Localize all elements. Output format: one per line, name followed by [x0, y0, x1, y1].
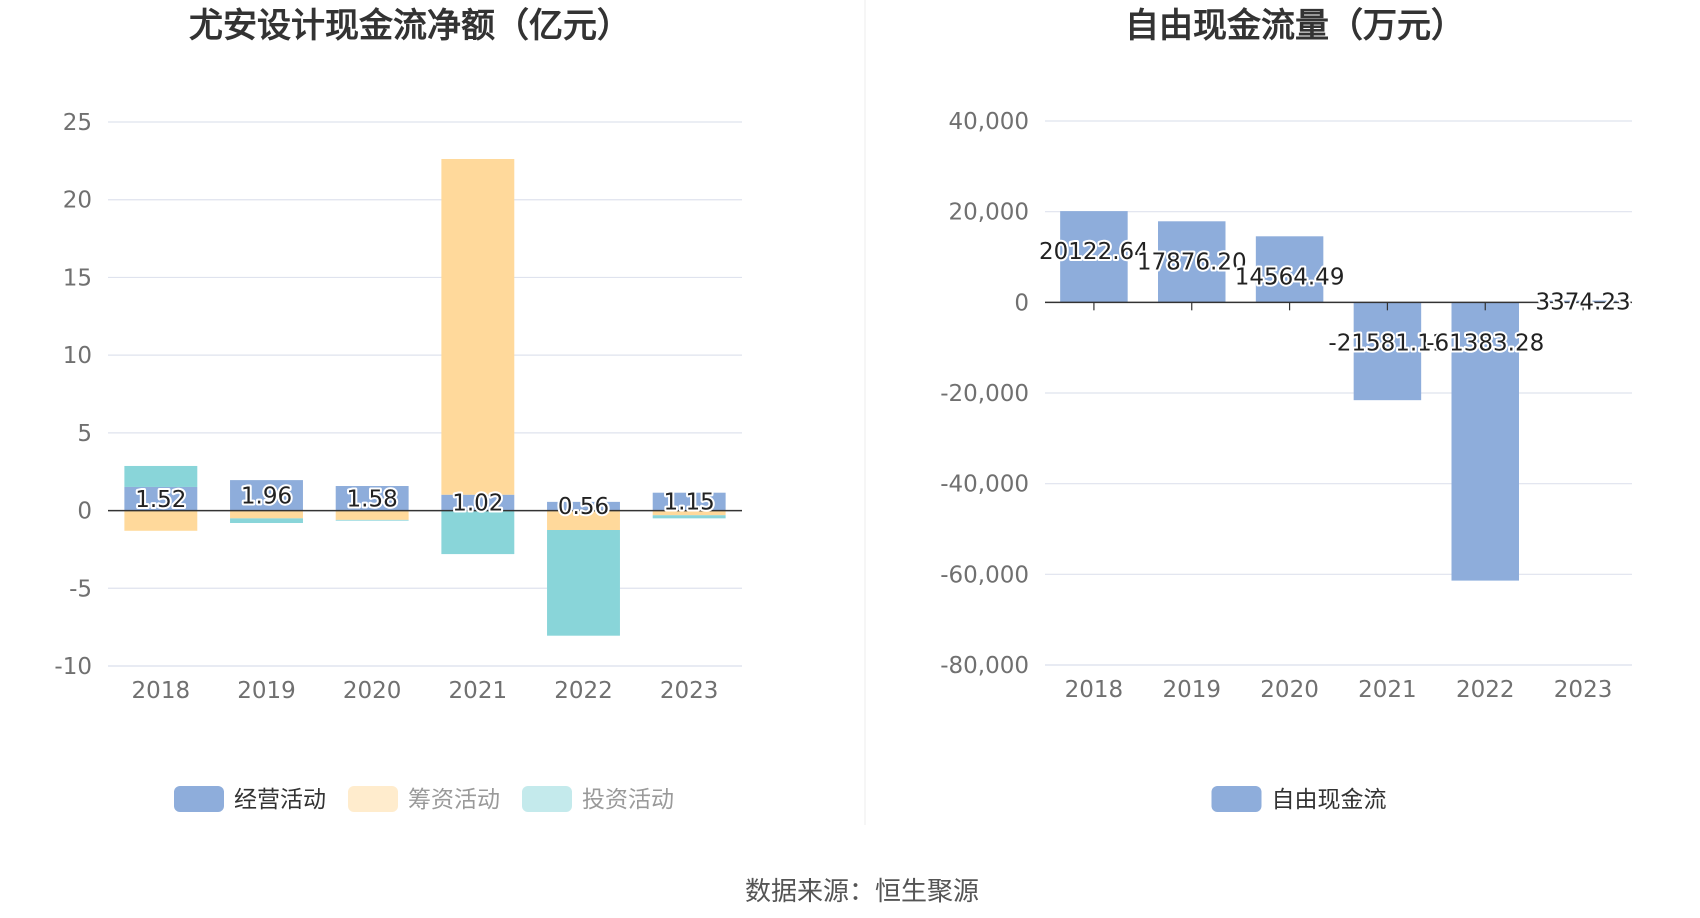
chart1-data-label: 1.58 — [347, 486, 398, 512]
chart2-x-tick-label: 2022 — [1456, 677, 1515, 703]
chart2-y-tick-label: -20,000 — [940, 381, 1029, 407]
chart1-bar-2021[interactable] — [441, 494, 515, 511]
chart1-bar-2019[interactable] — [230, 480, 303, 511]
chart2-bar-2023[interactable] — [1549, 300, 1617, 303]
chart1-legend-swatch[interactable] — [174, 786, 224, 812]
chart1-legend-item[interactable]: 投资活动 — [522, 786, 674, 813]
chart1-bar-2018[interactable] — [124, 486, 198, 511]
chart1-data-label: 1.15 — [664, 490, 715, 516]
chart1-y-tick-label: -10 — [54, 654, 92, 680]
chart1-x-tick-label: 2022 — [554, 678, 613, 704]
chart1-data-label: 1.52 — [135, 487, 186, 513]
chart2-data-label: 14564.49 — [1235, 264, 1345, 290]
chart1-legend-label[interactable]: 经营活动 — [234, 787, 326, 813]
chart2-x-tick-label: 2021 — [1358, 677, 1417, 703]
chart1-bar-2022[interactable] — [547, 501, 620, 511]
chart1-bar-2023[interactable] — [652, 515, 726, 519]
chart1-bar-2021[interactable] — [441, 510, 515, 555]
chart1-legend-label[interactable]: 投资活动 — [582, 787, 674, 813]
chart1-y-tick-label: 10 — [63, 343, 92, 369]
chart1-y-tick-label: 5 — [77, 421, 92, 447]
chart2-bar-2021[interactable] — [1353, 302, 1422, 401]
chart1-bar-2021[interactable] — [441, 158, 515, 495]
chart1-y-tick-label: 25 — [63, 110, 92, 136]
chart1-x-tick-label: 2019 — [237, 678, 296, 704]
chart2-bar-2020[interactable] — [1255, 236, 1324, 303]
chart2-bar-2018[interactable] — [1060, 211, 1128, 303]
chart1-legend-swatch[interactable] — [522, 786, 572, 812]
chart1-x-tick-label: 2018 — [132, 678, 191, 704]
chart1-legend-item[interactable]: 经营活动 — [174, 786, 326, 813]
chart1-y-tick-label: 15 — [63, 265, 92, 291]
chart2-y-tick-label: -60,000 — [940, 562, 1029, 588]
chart1-bar-2023[interactable] — [652, 492, 726, 511]
chart1-x-tick-label: 2020 — [343, 678, 402, 704]
chart1-bar-2020[interactable] — [335, 510, 409, 520]
chart1-x-tick-label: 2023 — [660, 678, 719, 704]
chart2-y-tick-label: -80,000 — [940, 653, 1029, 679]
chart2-data-label: 3374.23 — [1536, 289, 1631, 315]
chart1-data-label: 1.02 — [452, 491, 503, 517]
chart2-x-tick-label: 2020 — [1260, 677, 1319, 703]
chart2-legend-item[interactable]: 自由现金流 — [1211, 786, 1387, 813]
chart1-bar-2020[interactable] — [335, 486, 409, 511]
chart2-bar-2022[interactable] — [1451, 302, 1520, 581]
chart1-bar-2019[interactable] — [230, 510, 303, 519]
chart1-x-tick-label: 2021 — [449, 678, 508, 704]
chart1-bar-2019[interactable] — [230, 518, 303, 524]
chart1-y-tick-label: -5 — [69, 576, 92, 602]
chart2-data-label: 17876.20 — [1137, 249, 1247, 275]
chart2-x-tick-label: 2018 — [1065, 677, 1124, 703]
chart2-y-tick-label: 0 — [1014, 290, 1029, 316]
chart1-bar-2018[interactable] — [124, 465, 198, 487]
chart1-data-label: 1.96 — [241, 483, 292, 509]
chart2-data-label: -21581.11 — [1328, 330, 1446, 356]
chart1-data-label: 0.56 — [558, 494, 609, 520]
chart1-bar-2023[interactable] — [652, 510, 726, 516]
chart1-y-tick-label: 0 — [77, 499, 92, 525]
data-source: 数据来源：恒生聚源 — [745, 877, 979, 907]
chart2-y-tick-label: 40,000 — [949, 109, 1029, 135]
chart2-legend-label[interactable]: 自由现金流 — [1272, 787, 1387, 813]
chart2-data-label: -61383.28 — [1426, 330, 1544, 356]
chart1-title: 尤安设计现金流净额（亿元） — [189, 6, 631, 46]
chart1-bar-2022[interactable] — [547, 530, 620, 636]
chart1-legend-swatch[interactable] — [348, 786, 398, 812]
chart2-data-label: 20122.64 — [1039, 239, 1149, 265]
chart2-legend-swatch[interactable] — [1211, 786, 1262, 812]
chart1-plot: 25 20 15 10 5 0 -5 -10 2018 2019 2020 2021 2022 2023 1… — [54, 110, 742, 813]
chart2-y-tick-label: 20,000 — [949, 200, 1029, 226]
chart1-legend-item[interactable]: 筹资活动 — [348, 786, 500, 813]
chart2-x-tick-label: 2023 — [1554, 677, 1613, 703]
chart1-bar-2020[interactable] — [335, 519, 409, 521]
chart2-y-tick-label: -40,000 — [940, 472, 1029, 498]
chart1-y-tick-label: 20 — [63, 188, 92, 214]
chart2-plot: 40,000 20,000 0 -20,000 -40,000 -60,000 -80,00… — [940, 109, 1632, 813]
chart1-bar-2018[interactable] — [124, 510, 198, 531]
chart1-bar-2022[interactable] — [547, 510, 620, 530]
chart2-x-tick-label: 2019 — [1162, 677, 1221, 703]
chart2-title: 自由现金流量（万元） — [1125, 6, 1465, 46]
chart1-legend-label[interactable]: 筹资活动 — [408, 787, 500, 813]
chart2-bar-2019[interactable] — [1157, 221, 1226, 303]
